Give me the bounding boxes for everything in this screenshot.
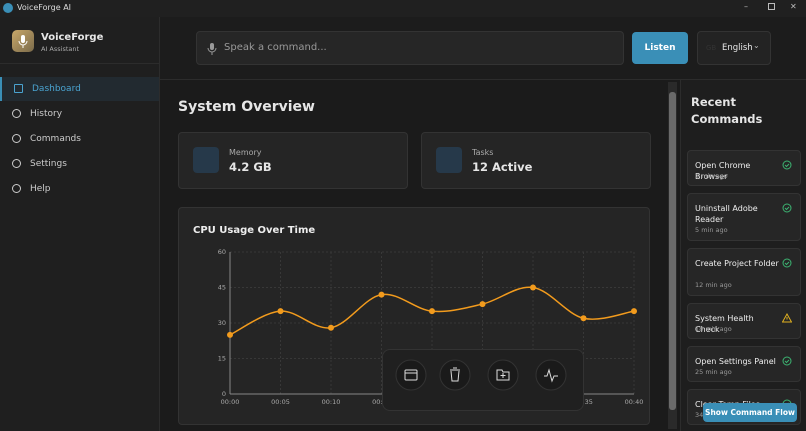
activity-action[interactable]: [535, 359, 567, 391]
command-time: 2 min ago: [695, 172, 728, 180]
command-item[interactable]: Uninstall Adobe Reader 5 min ago: [687, 193, 801, 241]
title-bar: VoiceForge AI – ✕: [0, 0, 806, 17]
command-input[interactable]: Speak a command...: [196, 31, 624, 65]
nav-item[interactable]: Dashboard: [0, 77, 159, 101]
x-tick-label: 00:15: [372, 398, 391, 406]
window-title: VoiceForge AI: [17, 3, 72, 12]
y-tick-label: 30: [218, 319, 226, 327]
scrollbar[interactable]: [668, 82, 677, 429]
maximize[interactable]: [768, 3, 775, 10]
command-item[interactable]: Create Project Folder 12 min ago: [687, 248, 801, 296]
y-tick-label: 15: [218, 355, 226, 363]
cpu-point: [227, 331, 233, 338]
status-icon: [782, 356, 792, 366]
flow-button[interactable]: Show Command Flow: [703, 403, 797, 422]
language-flag: GB: [706, 44, 717, 52]
stat-value: 12 Active: [472, 160, 533, 174]
sidebar: VoiceForge AI Assistant Dashboard History…: [0, 17, 160, 431]
language-label: English: [722, 43, 753, 53]
command-time: 18 min ago: [695, 325, 732, 333]
minimize[interactable]: –: [744, 2, 748, 11]
header: Speak a command... Listen GB English ⌄: [160, 17, 806, 80]
listen-button[interactable]: Listen: [632, 32, 688, 64]
y-tick-label: 60: [218, 248, 226, 256]
brand-name: VoiceForge: [41, 32, 104, 43]
app-icon: [3, 3, 13, 13]
cpu-point: [429, 308, 435, 315]
nav-item[interactable]: Commands: [0, 127, 159, 151]
x-tick-label: 00:40: [625, 398, 644, 406]
command-item[interactable]: Open Chrome Browser 2 min ago: [687, 150, 801, 186]
nav-item[interactable]: Help: [0, 177, 159, 201]
status-icon: [782, 160, 792, 170]
x-tick-label: 00:10: [322, 398, 341, 406]
command-time: 25 min ago: [695, 368, 732, 376]
quick-actions: [382, 349, 584, 411]
cpu-point: [378, 291, 385, 298]
command-item[interactable]: Open Settings Panel 25 min ago: [687, 346, 801, 382]
x-tick-label: 00:05: [271, 398, 290, 406]
x-tick-label: 00:00: [221, 398, 240, 406]
stat-value: 4.2 GB: [229, 160, 272, 174]
cpu-point: [530, 284, 536, 291]
language-select[interactable]: GB English ⌄: [697, 31, 771, 65]
stat-label: Tasks: [472, 148, 494, 157]
recent-panel: Recent Commands Open Chrome Browser 2 min…: [680, 80, 806, 431]
folder-action[interactable]: [487, 359, 519, 391]
stat-card: Tasks 12 Active: [421, 132, 651, 189]
stat-card: Memory 4.2 GB: [178, 132, 408, 189]
stat-icon: [193, 147, 219, 173]
recent-title: Recent Commands: [691, 95, 763, 126]
stat-icon: [436, 147, 462, 173]
browser-action[interactable]: [395, 359, 427, 391]
command-name: System Health Check: [695, 314, 754, 334]
y-tick-label: 0: [222, 390, 226, 398]
brand-logo: [12, 30, 34, 52]
input-placeholder: Speak a command...: [224, 42, 327, 53]
command-name: Uninstall Adobe Reader: [695, 204, 758, 224]
command-time: 12 min ago: [695, 281, 732, 289]
cpu-point: [631, 308, 637, 315]
status-icon: [782, 313, 792, 323]
nav-item[interactable]: History: [0, 102, 159, 126]
status-icon: [782, 258, 792, 268]
section-title: System Overview: [178, 99, 315, 115]
cpu-point: [328, 324, 334, 331]
chart-title: CPU Usage Over Time: [193, 225, 315, 236]
stat-label: Memory: [229, 148, 262, 157]
cpu-point: [580, 315, 587, 322]
status-icon: [782, 203, 792, 213]
command-name: Create Project Folder: [695, 259, 779, 268]
command-item[interactable]: System Health Check 18 min ago: [687, 303, 801, 339]
command-name: Open Settings Panel: [695, 357, 776, 366]
cpu-point: [277, 308, 284, 315]
y-tick-label: 45: [218, 284, 226, 292]
nav-item[interactable]: Settings: [0, 152, 159, 176]
command-time: 5 min ago: [695, 226, 728, 234]
brand-tagline: AI Assistant: [41, 45, 80, 53]
close[interactable]: ✕: [790, 2, 797, 11]
delete-action[interactable]: [439, 359, 471, 391]
command-name: Open Chrome Browser: [695, 161, 751, 181]
cpu-point: [479, 301, 486, 308]
